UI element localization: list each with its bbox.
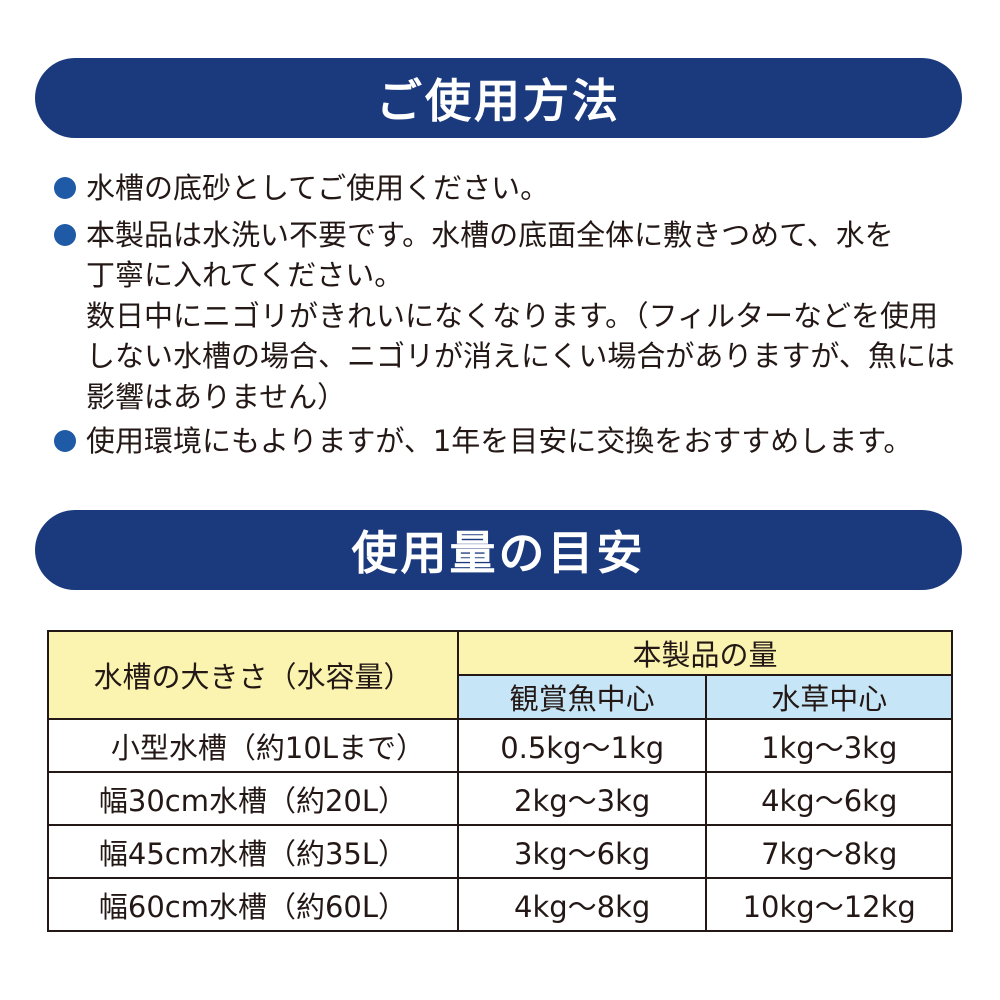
tank-size-cell: 幅30cm水槽（約20L）	[47, 771, 459, 826]
list-item: 使用環境にもよりますが、1年を目安に交換をおすすめします。	[52, 421, 972, 462]
list-item: 本製品は水洗い不要です。水槽の底面全体に敷きつめて、水を 丁寧に入れてください。…	[52, 215, 972, 418]
usage-list: 水槽の底砂としてご使用ください。 本製品は水洗い不要です。水槽の底面全体に敷きつ…	[52, 168, 972, 462]
fish-amount-cell: 4kg〜8kg	[456, 877, 708, 932]
usage-banner: ご使用方法	[35, 58, 962, 138]
fish-amount-cell: 3kg〜6kg	[456, 824, 708, 879]
table-row: 小型水槽（約10Lまで） 0.5kg〜1kg 1kg〜3kg	[47, 718, 953, 773]
tank-size-cell: 幅45cm水槽（約35L）	[47, 824, 459, 879]
plant-amount-cell: 4kg〜6kg	[705, 771, 953, 826]
list-text: 影響はありません）	[86, 379, 347, 414]
fish-amount-cell: 2kg〜3kg	[456, 771, 708, 826]
col-header-plants: 水草中心	[705, 674, 953, 720]
usage-title: ご使用方法	[376, 74, 621, 128]
col-header-fish: 観賞魚中心	[456, 674, 708, 720]
amount-banner: 使用量の目安	[35, 510, 962, 590]
list-text: 丁寧に入れてください。	[86, 258, 404, 292]
bullet-icon	[54, 223, 76, 246]
bullet-icon	[54, 177, 76, 199]
table-row: 幅30cm水槽（約20L） 2kg〜3kg 4kg〜6kg	[47, 771, 953, 826]
list-text: 水槽の底砂としてご使用ください。	[86, 171, 550, 205]
col-header-product-amount: 本製品の量	[456, 630, 954, 676]
tank-size-cell: 小型水槽（約10Lまで）	[47, 718, 459, 773]
list-item: 水槽の底砂としてご使用ください。	[52, 168, 972, 209]
plant-amount-cell: 7kg〜8kg	[705, 824, 953, 879]
list-text: 数日中にニゴリがきれいになくなります。（フィルターなどを使用	[86, 298, 939, 333]
fish-amount-cell: 0.5kg〜1kg	[456, 718, 708, 773]
amount-title: 使用量の目安	[351, 526, 646, 580]
list-text: しない水槽の場合、ニゴリが消えにくい場合がありますが、魚には	[86, 339, 955, 373]
amount-table: 水槽の大きさ（水容量） 本製品の量 観賞魚中心 水草中心 小型水槽（約10Lまで…	[47, 630, 954, 932]
table-row: 幅45cm水槽（約35L） 3kg〜6kg 7kg〜8kg	[47, 824, 953, 879]
list-text: 本製品は水洗い不要です。水槽の底面全体に敷きつめて、水を	[86, 217, 894, 252]
plant-amount-cell: 10kg〜12kg	[705, 877, 953, 932]
col-header-tank-size: 水槽の大きさ（水容量）	[47, 630, 459, 720]
plant-amount-cell: 1kg〜3kg	[705, 718, 953, 773]
bullet-icon	[54, 430, 76, 452]
tank-size-cell: 幅60cm水槽（約60L）	[47, 877, 459, 932]
list-text: 使用環境にもよりますが、1年を目安に交換をおすすめします。	[86, 424, 913, 458]
table-row: 幅60cm水槽（約60L） 4kg〜8kg 10kg〜12kg	[47, 877, 953, 932]
